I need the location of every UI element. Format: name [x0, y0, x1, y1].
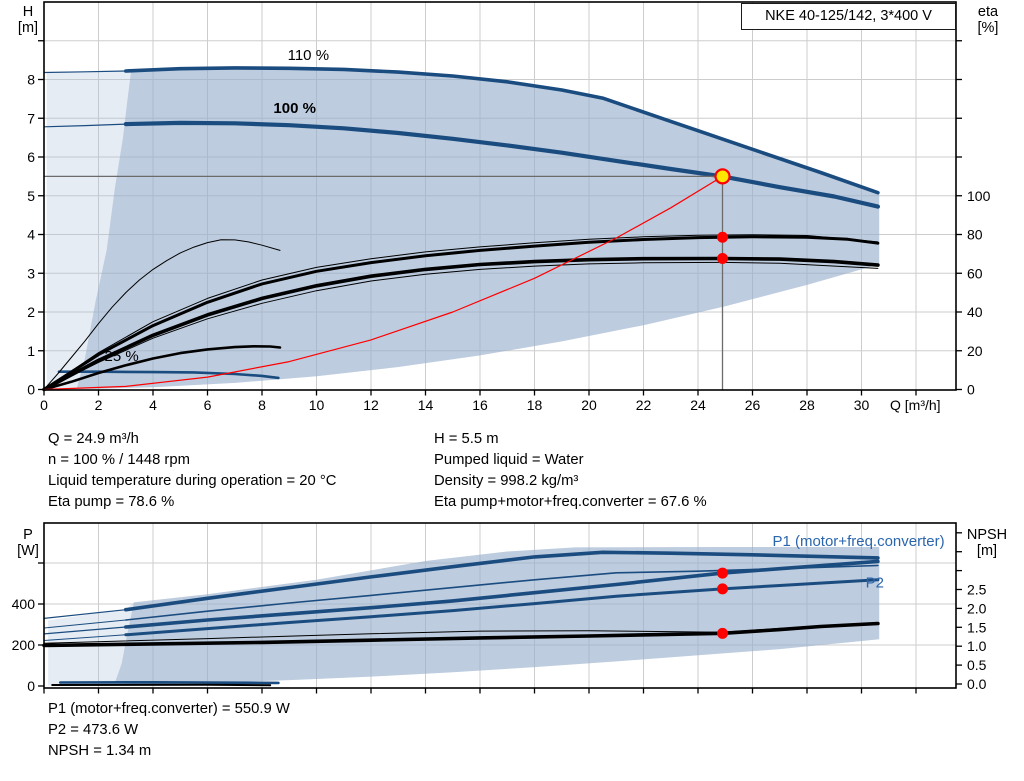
eta-axis-label: eta [%]	[977, 4, 999, 36]
npsh-axis-label: NPSH [m]	[966, 527, 1008, 559]
x-tick-label: 26	[745, 397, 761, 413]
left-tick-label: 3	[27, 265, 35, 281]
x-axis-unit-label: Q [m³/h]	[890, 397, 941, 413]
series-p1-100pct	[124, 559, 880, 629]
left-tick-label: 7	[27, 110, 35, 126]
series-eta-total-thin	[43, 261, 879, 390]
series-p1-25pct	[59, 681, 280, 685]
power-envelope-inner	[114, 547, 880, 685]
series-head-100pct-low-flow	[43, 123, 127, 128]
left-tick-label: 5	[27, 188, 35, 204]
x-tick-label: 2	[95, 397, 103, 413]
npsh-value: NPSH = 1.34 m	[48, 743, 152, 759]
marker-duty-point[interactable]	[714, 168, 731, 185]
series-p2-100pct	[124, 578, 880, 637]
operating-data-left: Q = 24.9 m³/h n = 100 % / 1448 rpm Liqui…	[48, 429, 336, 513]
right-tick-label: 40	[967, 304, 983, 320]
p2-value: P2 = 473.6 W	[48, 722, 139, 738]
left-tick-label: 8	[27, 72, 35, 88]
series-head-100pct	[123, 120, 880, 209]
p1-value: P1 (motor+freq.converter) = 550.9 W	[48, 701, 290, 717]
series-p1-110pct-low-flow	[43, 609, 127, 619]
left-tick-label: 2	[27, 304, 35, 320]
marker-eta-total-point	[717, 253, 729, 265]
x-tick-label: 22	[636, 397, 652, 413]
left-tick-label: 0	[27, 678, 35, 694]
series-eta-pump	[42, 235, 880, 391]
curve-label: P2	[866, 575, 884, 592]
left-tick-label: 0	[27, 382, 35, 398]
x-tick-label: 12	[363, 397, 379, 413]
series-p2-110pct-low-flow	[43, 619, 127, 629]
series-eta-25pct-thin	[43, 239, 281, 390]
left-tick-label: 6	[27, 149, 35, 165]
right-tick-label: 0.0	[967, 676, 987, 692]
speed-value: n = 100 % / 1448 rpm	[48, 452, 190, 468]
x-tick-label: 8	[258, 397, 266, 413]
power-data-block: P1 (motor+freq.converter) = 550.9 W P2 =…	[48, 699, 290, 762]
curve-label: 100 %	[273, 100, 316, 117]
pumped-liquid-value: Pumped liquid = Water	[434, 452, 584, 468]
right-tick-label: 100	[967, 188, 991, 204]
x-tick-label: 6	[204, 397, 212, 413]
series-head-110pct-low-flow	[43, 70, 127, 74]
right-tick-label: 60	[967, 265, 983, 281]
x-tick-label: 10	[309, 397, 325, 413]
x-tick-label: 24	[690, 397, 706, 413]
right-tick-label: 2.5	[967, 582, 987, 598]
series-p2-110pct	[125, 564, 879, 621]
left-tick-label: 4	[27, 227, 35, 243]
series-eta-total-25pct	[42, 345, 282, 391]
operating-data-right: H = 5.5 m Pumped liquid = Water Density …	[434, 429, 707, 513]
density-value: Density = 998.2 kg/m³	[434, 473, 579, 489]
x-tick-label: 14	[418, 397, 434, 413]
series-system-curve	[43, 175, 724, 391]
marker-eta-pump-point	[717, 231, 729, 243]
series-p2-100pct-low-flow	[43, 634, 127, 641]
curve-label: 110 %	[288, 47, 329, 64]
curve-label: 25 %	[105, 348, 139, 365]
title-box: NKE 40-125/142, 3*400 V	[741, 3, 956, 30]
head-value: H = 5.5 m	[434, 431, 499, 447]
right-tick-label: 1.5	[967, 619, 987, 635]
right-tick-label: 20	[967, 343, 983, 359]
eta-total-value: Eta pump+motor+freq.converter = 67.6 %	[434, 494, 707, 510]
right-tick-label: 2.0	[967, 600, 987, 616]
x-tick-label: 4	[149, 397, 157, 413]
series-npsh	[42, 621, 880, 648]
marker-p2-point	[717, 583, 729, 595]
x-tick-label: 30	[854, 397, 870, 413]
eta-pump-value: Eta pump = 78.6 %	[48, 494, 175, 510]
p-axis-label: P [W]	[17, 527, 39, 559]
right-tick-label: 0	[967, 382, 975, 398]
flow-value: Q = 24.9 m³/h	[48, 431, 139, 447]
curve-label: P1 (motor+freq.converter)	[772, 533, 944, 550]
h-axis-label: H [m]	[17, 4, 39, 36]
x-tick-label: 16	[472, 397, 488, 413]
series-p1-110pct	[124, 550, 880, 612]
x-tick-label: 20	[581, 397, 597, 413]
series-head-110pct	[124, 66, 880, 195]
series-p1-100pct-low-flow	[43, 626, 127, 635]
right-tick-label: 1.0	[967, 638, 987, 654]
operating-envelope-inner	[76, 67, 880, 389]
left-tick-label: 200	[12, 637, 36, 653]
left-tick-label: 1	[27, 343, 35, 359]
x-tick-label: 18	[527, 397, 543, 413]
chart-frame	[43, 522, 957, 689]
x-tick-label: 28	[799, 397, 815, 413]
left-tick-label: 400	[12, 596, 36, 612]
right-tick-label: 0.5	[967, 657, 987, 673]
liquid-temperature-value: Liquid temperature during operation = 20…	[48, 473, 337, 489]
right-tick-label: 80	[967, 227, 983, 243]
x-tick-label: 0	[40, 397, 48, 413]
marker-npsh-point	[717, 627, 729, 639]
marker-p1-point	[717, 567, 729, 579]
series-eta-total	[42, 256, 880, 392]
